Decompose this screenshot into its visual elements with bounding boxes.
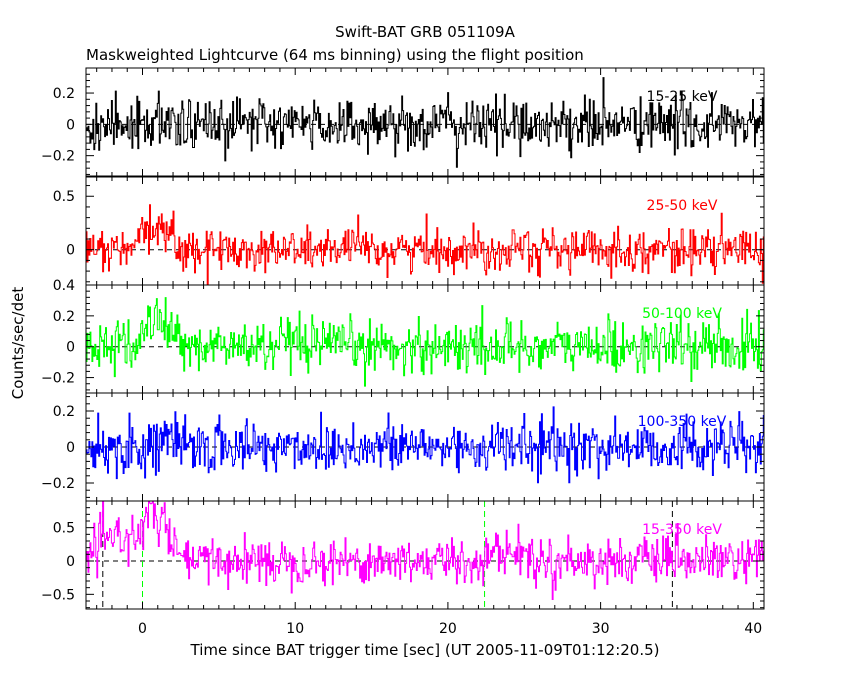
energy-band-label: 100-350 keV — [638, 414, 727, 430]
y-tick-label: 0.2 — [53, 86, 75, 102]
x-tick-label: 10 — [286, 621, 304, 637]
panel-frame — [85, 284, 765, 394]
lightcurve-series — [86, 406, 764, 484]
panel-5: −0.5 0 0.5 15-350 keV — [41, 500, 765, 610]
y-tick-label: −0.2 — [41, 476, 75, 492]
x-tick-label: 0 — [138, 621, 147, 637]
y-tick-label: 0 — [66, 340, 75, 356]
energy-band-label: 50-100 keV — [642, 306, 722, 322]
y-tick-label: 0.2 — [53, 404, 75, 420]
panel-frame — [85, 67, 765, 177]
y-tick-label: 0 — [66, 243, 75, 259]
y-tick-label: 0.2 — [53, 309, 75, 325]
lightcurve-series — [86, 501, 764, 600]
lightcurve-series — [86, 77, 764, 168]
y-axis-label: Counts/sec/det — [9, 287, 27, 400]
lightcurve-series — [86, 297, 764, 387]
panel-frame — [85, 176, 765, 286]
energy-band-label: 15-350 keV — [642, 522, 722, 538]
y-tick-label: 0.5 — [53, 189, 75, 205]
lightcurve-series — [86, 204, 764, 285]
x-tick-label: 30 — [592, 621, 610, 637]
y-tick-label: 0.5 — [53, 521, 75, 537]
panel-2: 0 0.5 25-50 keV — [53, 176, 765, 286]
chart-title: Swift-BAT GRB 051109A — [335, 23, 515, 41]
y-tick-label: 0.4 — [53, 278, 75, 294]
chart-subtitle: Maskweighted Lightcurve (64 ms binning) … — [86, 46, 584, 64]
y-tick-label: −0.2 — [41, 149, 75, 165]
x-tick-labels: 0 10 20 30 40 — [138, 621, 762, 637]
x-axis-label: Time since BAT trigger time [sec] (UT 20… — [190, 641, 660, 659]
x-tick-label: 20 — [439, 621, 457, 637]
panel-4: −0.2 0 0.2 100-350 keV — [41, 392, 765, 502]
y-tick-label: 0 — [66, 554, 75, 570]
energy-band-label: 15-25 keV — [647, 89, 718, 105]
panels-group: −0.2 0 0.2 15-25 keV 0 0.5 25-50 keV −0.2 0 0.2 0.… — [41, 67, 765, 610]
panel-frame — [85, 500, 765, 610]
y-tick-label: 0 — [66, 440, 75, 456]
x-tick-label: 40 — [744, 621, 762, 637]
y-tick-label: −0.2 — [41, 371, 75, 387]
y-tick-label: 0 — [66, 117, 75, 133]
energy-band-label: 25-50 keV — [647, 198, 718, 214]
panel-1: −0.2 0 0.2 15-25 keV — [41, 67, 765, 177]
y-tick-label: −0.5 — [41, 587, 75, 603]
panel-3: −0.2 0 0.2 0.4 50-100 keV — [41, 278, 765, 394]
